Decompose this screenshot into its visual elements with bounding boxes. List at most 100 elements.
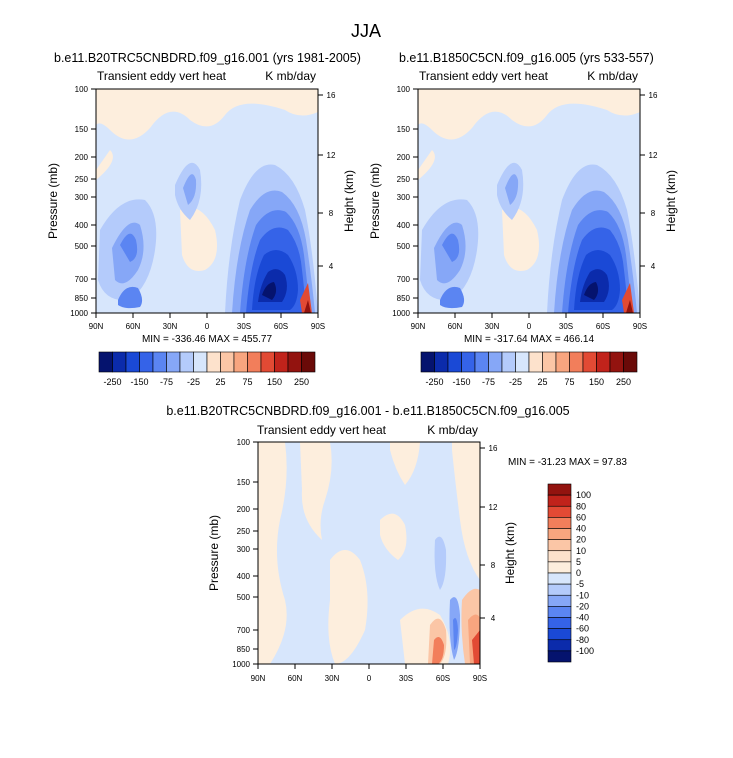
panel-c-right-label: K mb/day (427, 423, 478, 437)
colorbar-swatch (547, 517, 572, 529)
panel-c-x-axis: 90N 60N 30N 0 30S 60S 90S (251, 664, 487, 683)
colorbar-swatch (515, 351, 530, 373)
y-tick-label: 100 (237, 438, 251, 447)
y-tick-label: 400 (397, 221, 411, 230)
colorbar-label: 25 (537, 377, 547, 387)
colorbar-swatch (547, 550, 572, 563)
y-tick-label: 150 (397, 125, 411, 134)
colorbar-swatch (582, 351, 597, 373)
y-tick-label: 400 (237, 572, 251, 581)
panel-c-plot-area (257, 441, 481, 665)
y-tick-label: 500 (75, 242, 89, 251)
colorbar-swatch (247, 351, 262, 373)
y2-tick-label: 12 (649, 151, 658, 160)
colorbar-label: 250 (294, 377, 309, 387)
colorbar-swatch (609, 351, 624, 373)
panel-c-stats: MIN = -31.23 MAX = 97.83 (508, 457, 627, 468)
colorbar-swatch (274, 351, 289, 373)
panel-a-y2-axis: 16 12 8 4 Height (km) (318, 91, 356, 271)
colorbar-swatch (547, 494, 572, 507)
y2-tick-label: 8 (329, 209, 334, 218)
panel-c-left-label: Transient eddy vert heat (257, 423, 387, 437)
y-tick-label: 250 (397, 175, 411, 184)
panel-b-right-label: K mb/day (587, 69, 638, 83)
page-title: JJA (351, 21, 381, 41)
y2-axis-label: Height (km) (342, 170, 356, 232)
x-tick-label: 90S (311, 322, 325, 331)
colorbar-label: -60 (576, 624, 589, 634)
colorbar-label: -150 (130, 377, 148, 387)
colorbar-label: 20 (576, 535, 586, 545)
colorbar-label: 5 (576, 557, 581, 567)
panel-b-title: b.e11.B1850C5CN.f09_g16.005 (yrs 533-557… (399, 51, 654, 65)
y-tick-label: 300 (397, 193, 411, 202)
colorbar-label: 75 (564, 377, 574, 387)
colorbar-swatch (547, 639, 572, 652)
colorbar-swatch (547, 606, 572, 618)
colorbar-swatch (152, 351, 167, 373)
panel-c-title: b.e11.B20TRC5CNBDRD.f09_g16.001 - b.e11.… (166, 404, 569, 418)
colorbar-swatch (260, 351, 275, 373)
colorbar-swatch (220, 351, 235, 373)
colorbar-swatch (555, 351, 570, 373)
y-tick-label: 700 (75, 275, 89, 284)
colorbar-label: 40 (576, 524, 586, 534)
colorbar-swatch (547, 617, 572, 629)
y-tick-label: 250 (237, 527, 251, 536)
colorbar-swatch (547, 583, 572, 596)
colorbar-label: 80 (576, 501, 586, 511)
colorbar-swatch (547, 650, 572, 663)
colorbar-swatch (179, 351, 194, 373)
y2-tick-label: 12 (489, 503, 498, 512)
x-tick-label: 60S (596, 322, 610, 331)
colorbar-swatch (420, 351, 435, 373)
y2-tick-label: 8 (491, 561, 496, 570)
panel-b-left-label: Transient eddy vert heat (419, 69, 549, 83)
colorbar-swatch (596, 351, 611, 373)
y-tick-label: 100 (397, 85, 411, 94)
colorbar-swatch (547, 539, 572, 552)
colorbar-label: 150 (589, 377, 604, 387)
panel-a-title: b.e11.B20TRC5CNBDRD.f09_g16.001 (yrs 198… (54, 51, 361, 65)
x-tick-label: 0 (367, 674, 372, 683)
colorbar-label: -75 (160, 377, 173, 387)
colorbar-swatch (98, 351, 113, 373)
panel-b-x-axis: 90N 60N 30N 0 30S 60S 90S (411, 313, 647, 331)
colorbar-label: 60 (576, 512, 586, 522)
colorbar-swatch (547, 572, 572, 585)
y-tick-label: 250 (75, 175, 89, 184)
colorbar-swatch (547, 528, 572, 540)
y-tick-label: 1000 (70, 309, 88, 318)
panel-b-plot-area (417, 88, 641, 314)
y-tick-label: 200 (397, 153, 411, 162)
y-tick-label: 1000 (232, 660, 250, 669)
colorbar-swatch (434, 351, 449, 373)
x-tick-label: 30S (399, 674, 413, 683)
colorbar-swatch (488, 351, 503, 373)
colorbar-swatch (623, 351, 638, 373)
y-tick-label: 700 (237, 626, 251, 635)
colorbar-swatch (193, 351, 208, 373)
x-tick-label: 90N (251, 674, 266, 683)
colorbar-label: -40 (576, 613, 589, 623)
x-tick-label: 30S (237, 322, 251, 331)
x-tick-label: 60N (448, 322, 463, 331)
y-tick-label: 200 (75, 153, 89, 162)
colorbar-label: -150 (452, 377, 470, 387)
panel-a: b.e11.B20TRC5CNBDRD.f09_g16.001 (yrs 198… (46, 51, 361, 345)
colorbar-swatch (233, 351, 248, 373)
panel-b-y2-axis: 16 12 8 4 Height (km) (640, 91, 678, 271)
colorbar-swatch (112, 351, 127, 373)
y-tick-label: 850 (237, 645, 251, 654)
x-tick-label: 90S (473, 674, 487, 683)
colorbar-label: -25 (187, 377, 200, 387)
colorbar-label: 250 (616, 377, 631, 387)
colorbar-label: -100 (576, 646, 594, 656)
colorbar-swatch (474, 351, 489, 373)
colorbar-label: -5 (576, 579, 584, 589)
x-tick-label: 90N (411, 322, 426, 331)
x-tick-label: 30N (325, 674, 340, 683)
y-tick-label: 500 (397, 242, 411, 251)
